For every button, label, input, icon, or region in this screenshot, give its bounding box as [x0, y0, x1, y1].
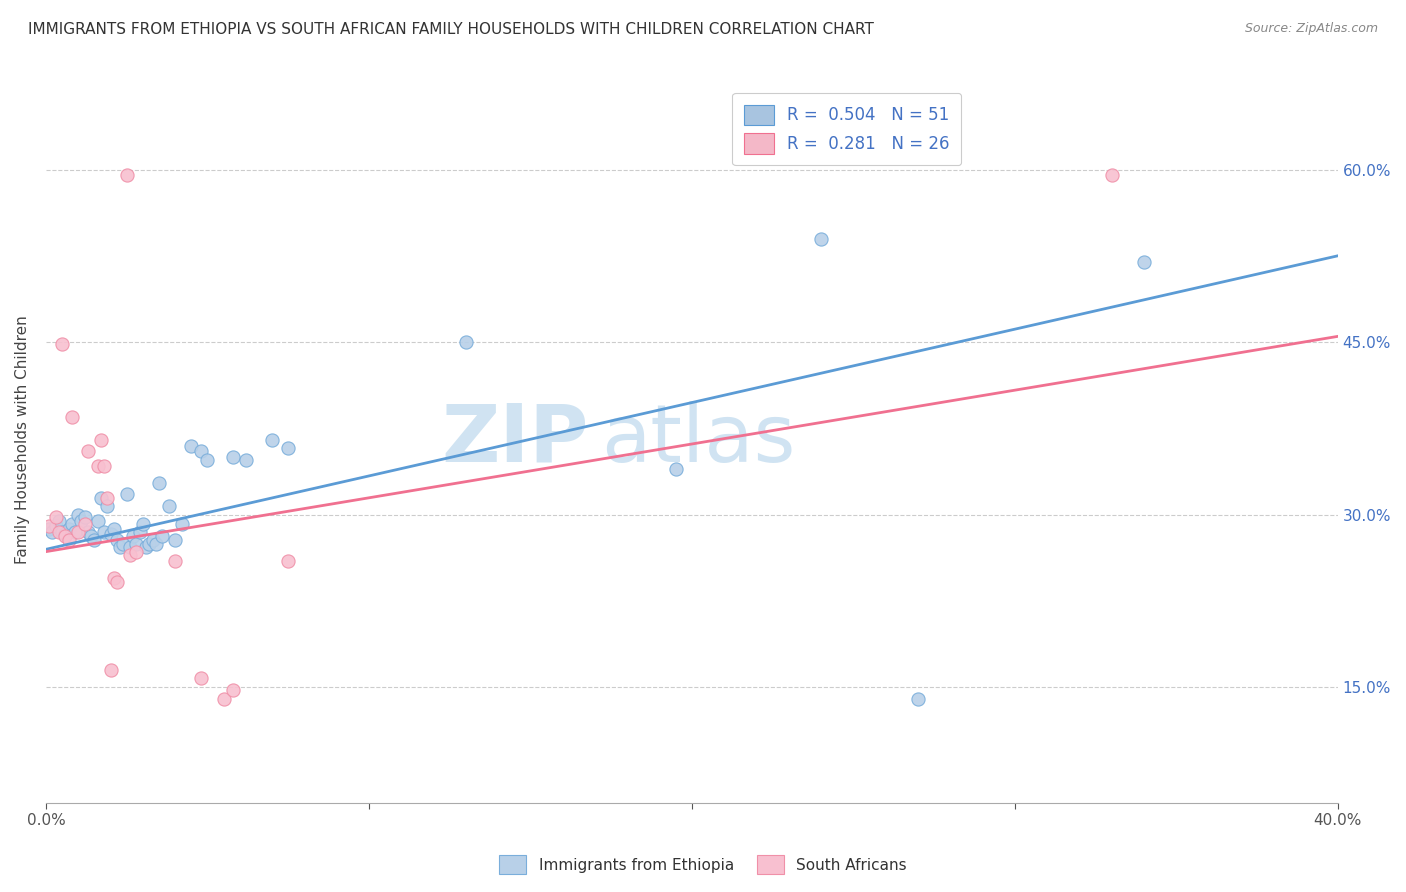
Point — [454, 335, 477, 350]
Point — [58, 522, 80, 536]
Point — [73, 510, 96, 524]
Point — [138, 536, 160, 550]
Point — [165, 554, 187, 568]
Point — [141, 533, 163, 548]
Point — [83, 533, 105, 548]
Point — [58, 533, 80, 548]
Point — [235, 452, 257, 467]
Point — [105, 574, 128, 589]
Point — [212, 692, 235, 706]
Point — [60, 516, 83, 531]
Point — [48, 524, 70, 539]
Point — [165, 533, 187, 548]
Point — [38, 522, 60, 536]
Point — [63, 524, 86, 539]
Point — [125, 536, 148, 550]
Point — [96, 491, 118, 505]
Point — [125, 544, 148, 558]
Text: atlas: atlas — [602, 401, 796, 479]
Y-axis label: Family Households with Children: Family Households with Children — [15, 316, 30, 565]
Point — [122, 528, 145, 542]
Point — [100, 663, 122, 677]
Point — [135, 540, 157, 554]
Point — [70, 514, 93, 528]
Point — [115, 168, 138, 182]
Point — [1133, 254, 1156, 268]
Point — [73, 516, 96, 531]
Point — [277, 441, 299, 455]
Point — [190, 444, 212, 458]
Point — [38, 519, 60, 533]
Text: Source: ZipAtlas.com: Source: ZipAtlas.com — [1244, 22, 1378, 36]
Point — [180, 439, 202, 453]
Point — [103, 571, 125, 585]
Point — [110, 540, 132, 554]
Point — [80, 528, 103, 542]
Point — [148, 475, 170, 490]
Point — [907, 692, 929, 706]
Point — [118, 540, 141, 554]
Point — [93, 459, 115, 474]
Legend: R =  0.504   N = 51, R =  0.281   N = 26: R = 0.504 N = 51, R = 0.281 N = 26 — [733, 93, 962, 165]
Point — [77, 524, 100, 539]
Point — [132, 516, 155, 531]
Point — [260, 433, 283, 447]
Point — [96, 499, 118, 513]
Point — [157, 499, 180, 513]
Point — [45, 510, 67, 524]
Point — [197, 452, 219, 467]
Point — [105, 533, 128, 548]
Point — [128, 524, 150, 539]
Point — [277, 554, 299, 568]
Point — [1101, 168, 1123, 182]
Point — [67, 508, 90, 522]
Point — [53, 527, 76, 541]
Point — [51, 337, 73, 351]
Point — [86, 459, 108, 474]
Point — [118, 548, 141, 562]
Point — [41, 524, 63, 539]
Point — [112, 536, 135, 550]
Point — [93, 524, 115, 539]
Point — [170, 516, 193, 531]
Point — [67, 524, 90, 539]
Point — [53, 528, 76, 542]
Point — [51, 524, 73, 539]
Point — [77, 444, 100, 458]
Point — [222, 682, 245, 697]
Point — [48, 514, 70, 528]
Text: IMMIGRANTS FROM ETHIOPIA VS SOUTH AFRICAN FAMILY HOUSEHOLDS WITH CHILDREN CORREL: IMMIGRANTS FROM ETHIOPIA VS SOUTH AFRICA… — [28, 22, 875, 37]
Text: ZIP: ZIP — [441, 401, 589, 479]
Point — [60, 409, 83, 424]
Point — [145, 536, 167, 550]
Point — [665, 462, 688, 476]
Point — [150, 528, 173, 542]
Point — [90, 433, 112, 447]
Point — [103, 522, 125, 536]
Point — [810, 231, 832, 245]
Point — [90, 491, 112, 505]
Point — [100, 527, 122, 541]
Point — [222, 450, 245, 465]
Point — [45, 519, 67, 533]
Legend: Immigrants from Ethiopia, South Africans: Immigrants from Ethiopia, South Africans — [492, 849, 914, 880]
Point — [86, 514, 108, 528]
Point — [115, 487, 138, 501]
Point — [190, 671, 212, 685]
